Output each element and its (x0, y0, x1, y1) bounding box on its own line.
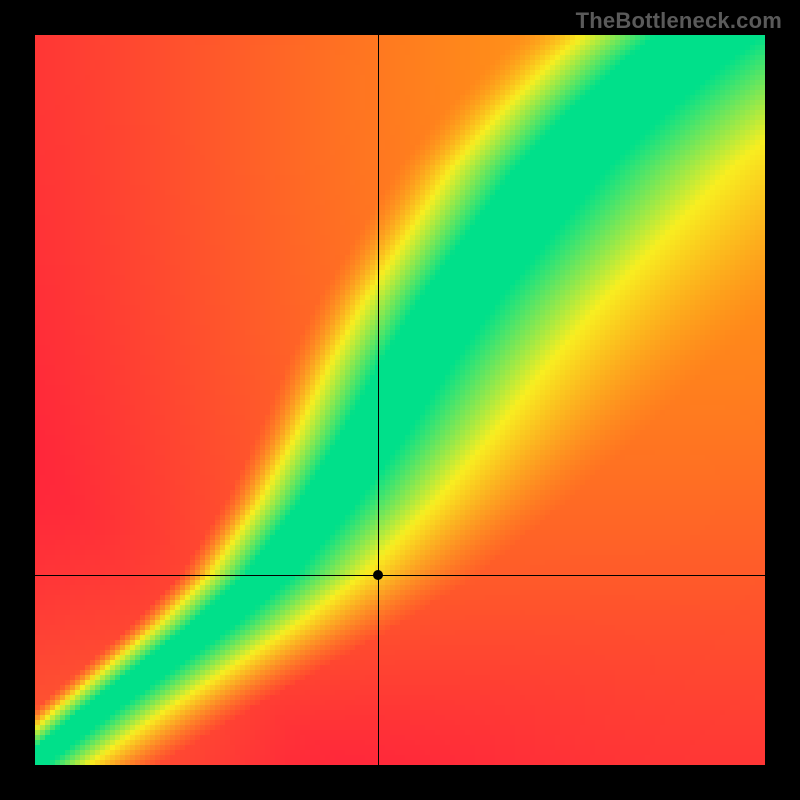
heatmap-canvas (35, 35, 765, 765)
bottleneck-heatmap (35, 35, 765, 765)
watermark-text: TheBottleneck.com (576, 8, 782, 34)
crosshair-vertical (378, 35, 379, 765)
crosshair-horizontal (35, 575, 765, 576)
